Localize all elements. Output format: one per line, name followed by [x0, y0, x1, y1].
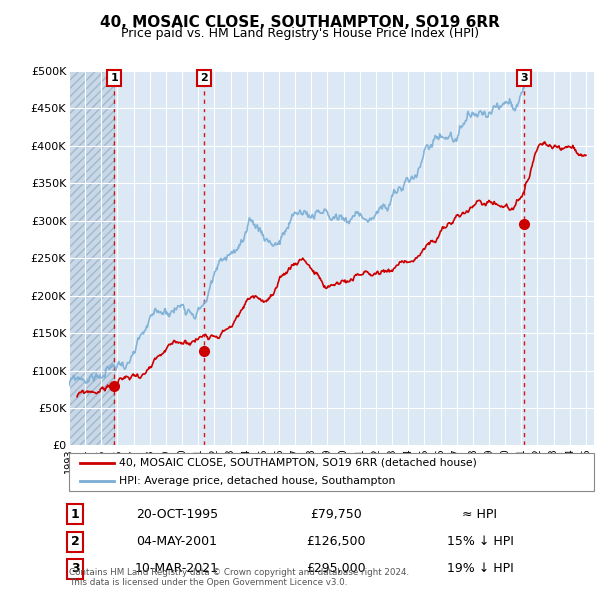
Text: 20-OCT-1995: 20-OCT-1995: [136, 508, 218, 521]
Text: 2: 2: [71, 535, 79, 548]
Text: Contains HM Land Registry data © Crown copyright and database right 2024.
This d: Contains HM Land Registry data © Crown c…: [69, 568, 409, 587]
Text: 40, MOSAIC CLOSE, SOUTHAMPTON, SO19 6RR: 40, MOSAIC CLOSE, SOUTHAMPTON, SO19 6RR: [100, 15, 500, 30]
Text: ≈ HPI: ≈ HPI: [463, 508, 497, 521]
Text: 3: 3: [71, 562, 79, 575]
Text: HPI: Average price, detached house, Southampton: HPI: Average price, detached house, Sout…: [119, 476, 395, 486]
FancyBboxPatch shape: [69, 453, 594, 491]
Text: £126,500: £126,500: [306, 535, 366, 548]
Text: 3: 3: [520, 73, 528, 83]
Text: 2: 2: [200, 73, 208, 83]
Text: 04-MAY-2001: 04-MAY-2001: [137, 535, 218, 548]
Text: £79,750: £79,750: [310, 508, 362, 521]
Text: 40, MOSAIC CLOSE, SOUTHAMPTON, SO19 6RR (detached house): 40, MOSAIC CLOSE, SOUTHAMPTON, SO19 6RR …: [119, 458, 477, 468]
Text: Price paid vs. HM Land Registry's House Price Index (HPI): Price paid vs. HM Land Registry's House …: [121, 27, 479, 40]
Text: £295,000: £295,000: [306, 562, 366, 575]
Text: 10-MAR-2021: 10-MAR-2021: [135, 562, 219, 575]
Text: 19% ↓ HPI: 19% ↓ HPI: [446, 562, 514, 575]
Text: 1: 1: [110, 73, 118, 83]
Text: 15% ↓ HPI: 15% ↓ HPI: [446, 535, 514, 548]
Text: 1: 1: [71, 508, 79, 521]
